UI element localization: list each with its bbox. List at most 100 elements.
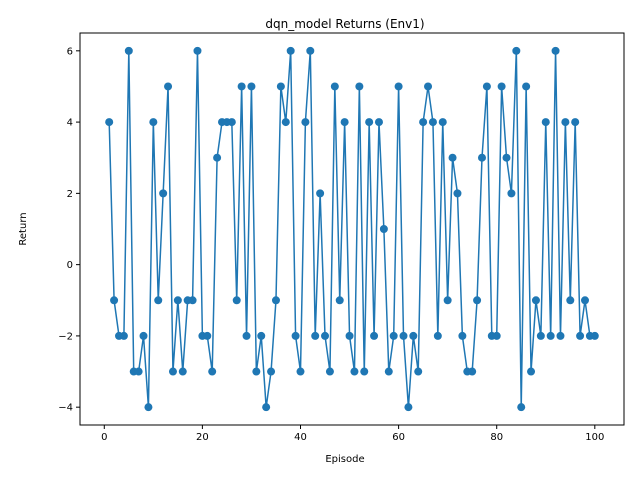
data-point: [379, 225, 388, 233]
y-tick-label: −4: [58, 403, 73, 414]
data-point: [257, 331, 266, 340]
data-point: [227, 118, 236, 127]
data-point: [325, 367, 334, 376]
data-point: [365, 118, 374, 127]
data-point: [477, 153, 486, 162]
x-tick-label: 80: [490, 432, 503, 443]
data-point: [286, 46, 295, 55]
data-point: [281, 118, 290, 127]
data-point: [340, 118, 349, 127]
data-point: [164, 82, 173, 91]
data-point: [213, 153, 222, 162]
data-point: [134, 367, 143, 376]
x-tick-label: 100: [585, 432, 604, 443]
y-tick-label: 2: [67, 189, 73, 200]
data-point: [355, 82, 364, 91]
data-point: [374, 118, 383, 127]
data-point: [232, 296, 241, 305]
data-point: [335, 296, 344, 305]
data-point: [512, 46, 521, 55]
data-point: [139, 331, 148, 340]
data-point: [247, 82, 256, 91]
data-point: [271, 296, 280, 305]
data-point: [571, 118, 580, 127]
data-point: [168, 367, 177, 376]
data-point: [345, 331, 354, 340]
data-point: [458, 331, 467, 340]
data-point: [242, 331, 251, 340]
data-point: [360, 367, 369, 376]
data-point: [433, 331, 442, 340]
x-axis-label: Episode: [325, 454, 364, 465]
data-point: [492, 331, 501, 340]
data-point: [350, 367, 359, 376]
data-point: [311, 331, 320, 340]
data-point: [252, 367, 261, 376]
x-tick-label: 0: [101, 432, 107, 443]
data-point: [389, 331, 398, 340]
data-point: [124, 46, 133, 55]
plot-area: [105, 46, 599, 412]
data-point: [527, 367, 536, 376]
data-point: [301, 118, 310, 127]
data-point: [428, 118, 437, 127]
data-point: [507, 189, 516, 198]
data-point: [404, 403, 413, 412]
y-tick-label: 0: [67, 260, 73, 271]
data-point: [482, 82, 491, 91]
data-point: [517, 403, 526, 412]
data-point: [159, 189, 168, 198]
data-point: [448, 153, 457, 162]
x-tick-label: 60: [392, 432, 405, 443]
axes-frame: [79, 32, 625, 426]
data-point: [105, 118, 114, 127]
data-point: [276, 82, 285, 91]
data-point: [154, 296, 163, 305]
y-tick-label: −2: [58, 331, 73, 342]
data-point: [536, 331, 545, 340]
data-point: [173, 296, 182, 305]
data-point: [267, 367, 276, 376]
data-point: [330, 82, 339, 91]
data-point: [581, 296, 589, 305]
data-point: [119, 331, 128, 340]
x-tick-label: 20: [196, 432, 209, 443]
data-point: [438, 118, 447, 127]
data-point: [414, 367, 423, 376]
data-point: [576, 331, 585, 340]
data-point: [193, 46, 202, 55]
data-point: [321, 331, 330, 340]
data-point: [551, 46, 560, 55]
data-point: [291, 331, 300, 340]
data-point: [561, 118, 570, 127]
y-tick-label: 6: [67, 46, 73, 57]
data-point: [409, 331, 418, 340]
data-point: [316, 189, 325, 198]
data-point: [419, 118, 428, 127]
data-point: [531, 296, 540, 305]
data-point: [443, 296, 452, 305]
data-point: [399, 331, 408, 340]
data-point: [566, 296, 575, 305]
data-point: [546, 331, 555, 340]
data-point: [394, 82, 403, 91]
data-point: [110, 296, 119, 305]
data-point: [262, 403, 271, 412]
y-axis-label: Return: [18, 212, 29, 245]
x-tick-label: 40: [294, 432, 307, 443]
data-point: [522, 82, 531, 91]
data-point: [370, 331, 379, 340]
x-axis: 0 20 40 60 80 100: [101, 425, 604, 443]
data-point: [203, 331, 212, 340]
data-point: [384, 367, 393, 376]
y-tick-label: 4: [67, 118, 73, 129]
data-point: [556, 331, 565, 340]
data-point: [178, 367, 187, 376]
data-point: [306, 46, 315, 55]
data-point: [144, 403, 153, 412]
chart-title: dqn_model Returns (Env1): [265, 17, 424, 31]
data-point: [473, 296, 482, 305]
data-point: [468, 367, 477, 376]
